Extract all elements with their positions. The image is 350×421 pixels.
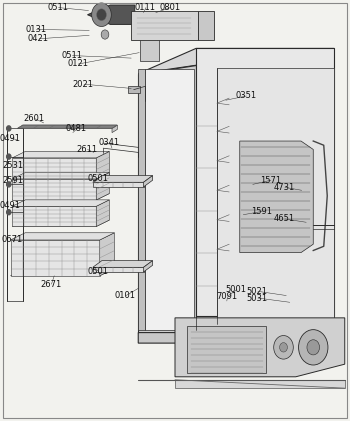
Circle shape <box>7 154 11 159</box>
Polygon shape <box>10 233 114 240</box>
Polygon shape <box>140 40 159 61</box>
Polygon shape <box>93 182 144 187</box>
Text: 0671: 0671 <box>2 235 23 245</box>
Polygon shape <box>12 175 109 181</box>
Text: 2611: 2611 <box>76 145 97 154</box>
Polygon shape <box>138 69 145 330</box>
Text: 1591: 1591 <box>251 207 272 216</box>
Polygon shape <box>138 65 196 333</box>
Polygon shape <box>88 5 135 24</box>
Text: 0511: 0511 <box>61 51 82 60</box>
Text: 0491: 0491 <box>0 201 21 210</box>
Polygon shape <box>18 125 117 128</box>
Polygon shape <box>12 194 109 200</box>
Polygon shape <box>93 261 153 267</box>
Polygon shape <box>100 233 114 276</box>
Text: 2671: 2671 <box>40 280 62 289</box>
Circle shape <box>7 210 11 215</box>
Polygon shape <box>138 48 334 74</box>
Polygon shape <box>96 200 109 226</box>
Text: 0341: 0341 <box>99 138 120 147</box>
Circle shape <box>7 182 11 187</box>
Text: 0421: 0421 <box>28 34 49 43</box>
Text: 0491: 0491 <box>0 133 21 143</box>
Text: 0501: 0501 <box>88 174 108 184</box>
Polygon shape <box>12 152 109 158</box>
Polygon shape <box>198 11 214 40</box>
Text: 5001: 5001 <box>226 285 247 294</box>
Text: 0351: 0351 <box>235 91 256 101</box>
Text: 2531: 2531 <box>3 160 24 170</box>
Polygon shape <box>131 11 198 40</box>
Text: 7091: 7091 <box>216 292 237 301</box>
Polygon shape <box>12 179 96 200</box>
Text: 0111: 0111 <box>135 3 156 12</box>
Text: 0481: 0481 <box>66 124 87 133</box>
Text: 5031: 5031 <box>247 293 268 303</box>
Polygon shape <box>10 269 114 276</box>
Circle shape <box>7 126 11 131</box>
Polygon shape <box>187 326 266 373</box>
Text: 0121: 0121 <box>67 59 88 69</box>
Polygon shape <box>144 261 153 272</box>
Text: 1571: 1571 <box>260 176 281 185</box>
Text: 2601: 2601 <box>24 114 45 123</box>
Polygon shape <box>96 173 109 200</box>
Text: 5021: 5021 <box>247 287 268 296</box>
Text: 4651: 4651 <box>274 214 295 224</box>
Text: 4731: 4731 <box>274 183 295 192</box>
Polygon shape <box>12 173 109 179</box>
Circle shape <box>101 30 109 39</box>
Text: 0101: 0101 <box>115 291 136 300</box>
Polygon shape <box>175 318 345 377</box>
Polygon shape <box>112 125 117 133</box>
Polygon shape <box>93 176 153 182</box>
Text: 0801: 0801 <box>159 3 180 12</box>
Polygon shape <box>145 69 194 330</box>
Polygon shape <box>217 68 334 318</box>
Text: 0131: 0131 <box>25 25 46 34</box>
Circle shape <box>280 343 287 352</box>
Polygon shape <box>12 200 109 206</box>
Circle shape <box>307 340 320 355</box>
Circle shape <box>299 330 328 365</box>
Circle shape <box>274 336 293 359</box>
Polygon shape <box>96 152 109 181</box>
Polygon shape <box>10 240 100 276</box>
Polygon shape <box>12 158 96 181</box>
Polygon shape <box>12 206 96 226</box>
Polygon shape <box>175 380 345 388</box>
Text: 2591: 2591 <box>3 176 24 185</box>
Text: 0501: 0501 <box>88 267 108 276</box>
Polygon shape <box>196 48 334 316</box>
Polygon shape <box>12 220 109 226</box>
Polygon shape <box>138 316 334 343</box>
Polygon shape <box>144 176 153 187</box>
Circle shape <box>92 3 111 27</box>
Polygon shape <box>93 267 144 272</box>
Text: 2021: 2021 <box>73 80 94 89</box>
Polygon shape <box>240 141 313 253</box>
Text: 0511: 0511 <box>47 3 68 12</box>
Circle shape <box>97 9 106 21</box>
Polygon shape <box>128 86 140 93</box>
